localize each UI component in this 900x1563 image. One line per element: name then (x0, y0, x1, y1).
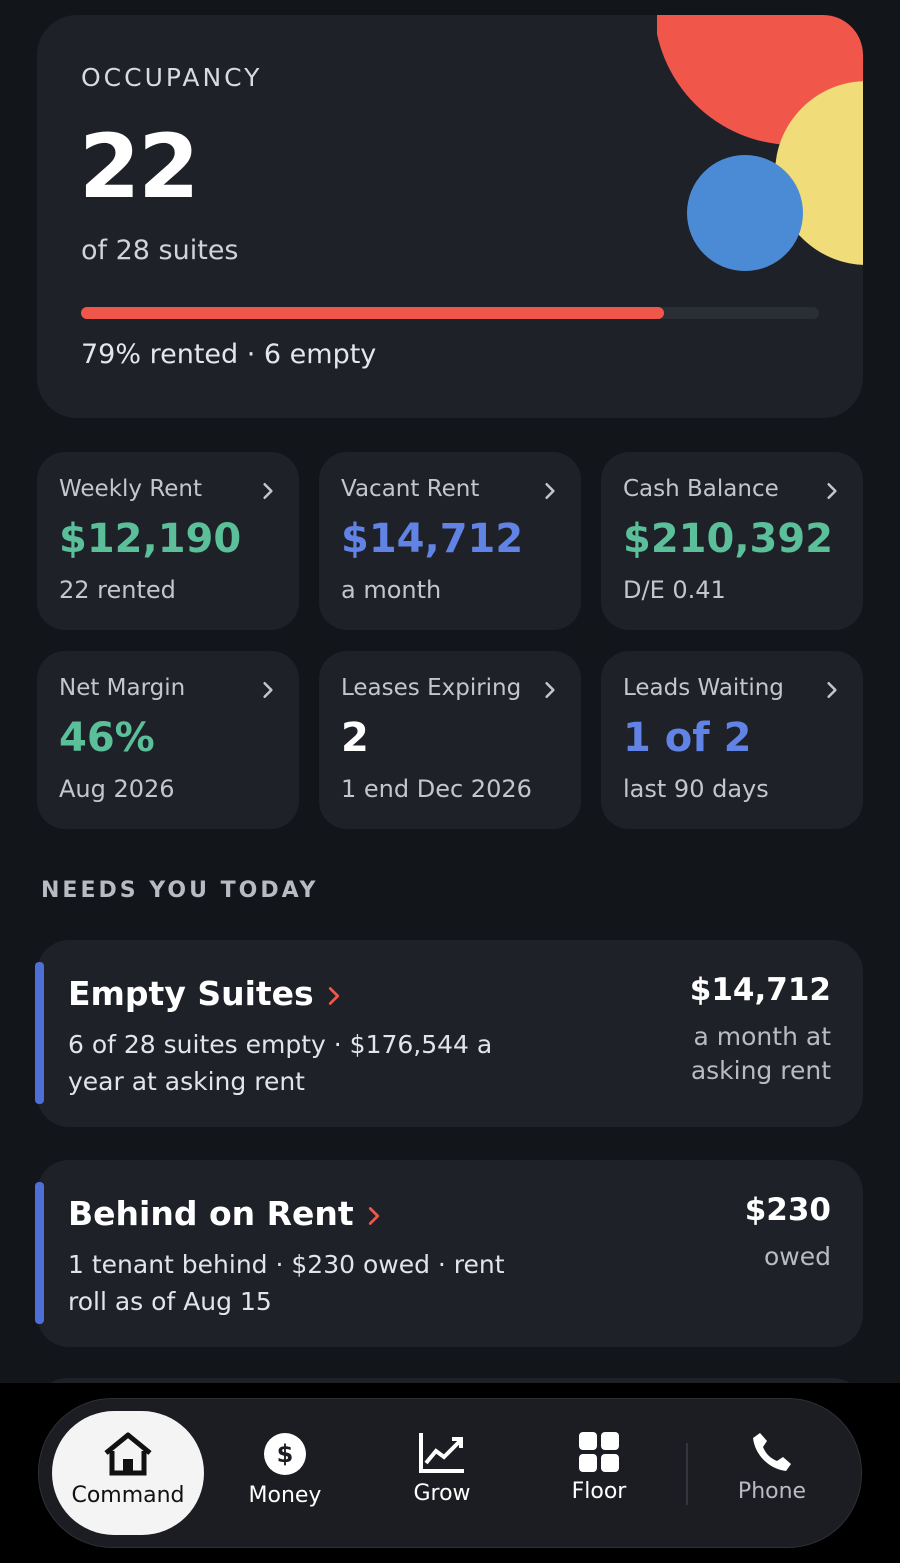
stat-tile[interactable]: Vacant Rent $14,712 a month (319, 452, 581, 630)
progress-label: 79% rented · 6 empty (81, 339, 377, 370)
nav-label: Phone (737, 1479, 807, 1504)
alert-detail: 6 of 28 suites empty · $176,544 a year a… (68, 1030, 493, 1096)
alert-card[interactable]: Empty Suites 6 of 28 suites empty · $176… (35, 940, 863, 1127)
nav-item[interactable]: Grow (366, 1411, 518, 1535)
nav-label: Grow (413, 1481, 471, 1506)
tile-title: Cash Balance (623, 476, 779, 502)
alert-card[interactable]: Behind on Rent 1 tenant behind · $230 ow… (35, 1160, 863, 1347)
tile-sub: D/E 0.41 (623, 576, 726, 604)
tile-value: $210,392 (623, 516, 834, 562)
nav-item[interactable]: Command (52, 1411, 204, 1535)
chevron (328, 986, 339, 1005)
stat-tile[interactable]: Leases Expiring 2 1 end Dec 2026 (319, 651, 581, 829)
tile-sub: Aug 2026 (59, 775, 175, 803)
alert-detail: 1 tenant behind · $230 owed · rent roll … (68, 1250, 505, 1316)
tile-title: Net Margin (59, 675, 186, 701)
tile-value: $12,190 (59, 516, 242, 562)
occupancy-label: OCCUPANCY (81, 63, 263, 92)
nav-divider (686, 1443, 688, 1505)
nav-label: Command (71, 1483, 185, 1508)
occupancy-sub: of 28 suites (81, 235, 239, 266)
decoration (657, 15, 863, 271)
alert-title: Empty Suites (68, 974, 314, 1013)
occupancy-value: 22 (79, 115, 199, 218)
chevron (545, 682, 555, 698)
tile-sub: 22 rented (59, 576, 176, 604)
stat-tile[interactable]: Net Margin 46% Aug 2026 (37, 651, 299, 829)
tile-title: Weekly Rent (59, 476, 203, 502)
svg-text:$: $ (277, 1440, 294, 1468)
stat-tile[interactable]: Weekly Rent $12,190 22 rented (37, 452, 299, 630)
tile-value: 2 (341, 715, 369, 761)
tile-title: Leases Expiring (341, 675, 522, 701)
alert-amount: $230 (744, 1192, 831, 1228)
tile-title: Vacant Rent (341, 476, 480, 502)
tile-value: 1 of 2 (623, 715, 752, 761)
section-title: NEEDS YOU TODAY (41, 878, 319, 903)
chevron (263, 682, 273, 698)
alert-title: Behind on Rent (68, 1194, 354, 1233)
tile-sub: last 90 days (623, 775, 769, 803)
nav-item[interactable]: Phone (696, 1411, 848, 1535)
progress-fill (81, 307, 665, 319)
accent-bar (35, 962, 44, 1104)
chevron (263, 483, 273, 499)
chevron (827, 682, 837, 698)
tile-title: Leads Waiting (623, 675, 784, 701)
alert-amount: $14,712 (689, 972, 831, 1008)
tile-sub: a month (341, 576, 442, 604)
bottom-nav: Command $ Money Grow Floor Phone (38, 1398, 862, 1548)
stat-tile[interactable]: Cash Balance $210,392 D/E 0.41 (601, 452, 863, 630)
chevron (545, 483, 555, 499)
alert-amount-note: owed (764, 1242, 831, 1271)
alert-amount-note: a month at asking rent (690, 1022, 831, 1085)
occupancy-card: OCCUPANCY 22 of 28 suites 79% rented · 6… (37, 15, 863, 418)
chevron (827, 483, 837, 499)
nav-label: Money (248, 1483, 322, 1508)
stat-tile[interactable]: Leads Waiting 1 of 2 last 90 days (601, 651, 863, 829)
tile-value: 46% (59, 715, 155, 761)
tile-sub: 1 end Dec 2026 (341, 775, 532, 803)
nav-label: Floor (571, 1479, 627, 1504)
nav-item[interactable]: Floor (523, 1411, 675, 1535)
tile-value: $14,712 (341, 516, 524, 562)
progress-track (81, 307, 819, 319)
accent-bar (35, 1182, 44, 1324)
nav-item[interactable]: $ Money (209, 1411, 361, 1535)
chevron (368, 1206, 379, 1225)
